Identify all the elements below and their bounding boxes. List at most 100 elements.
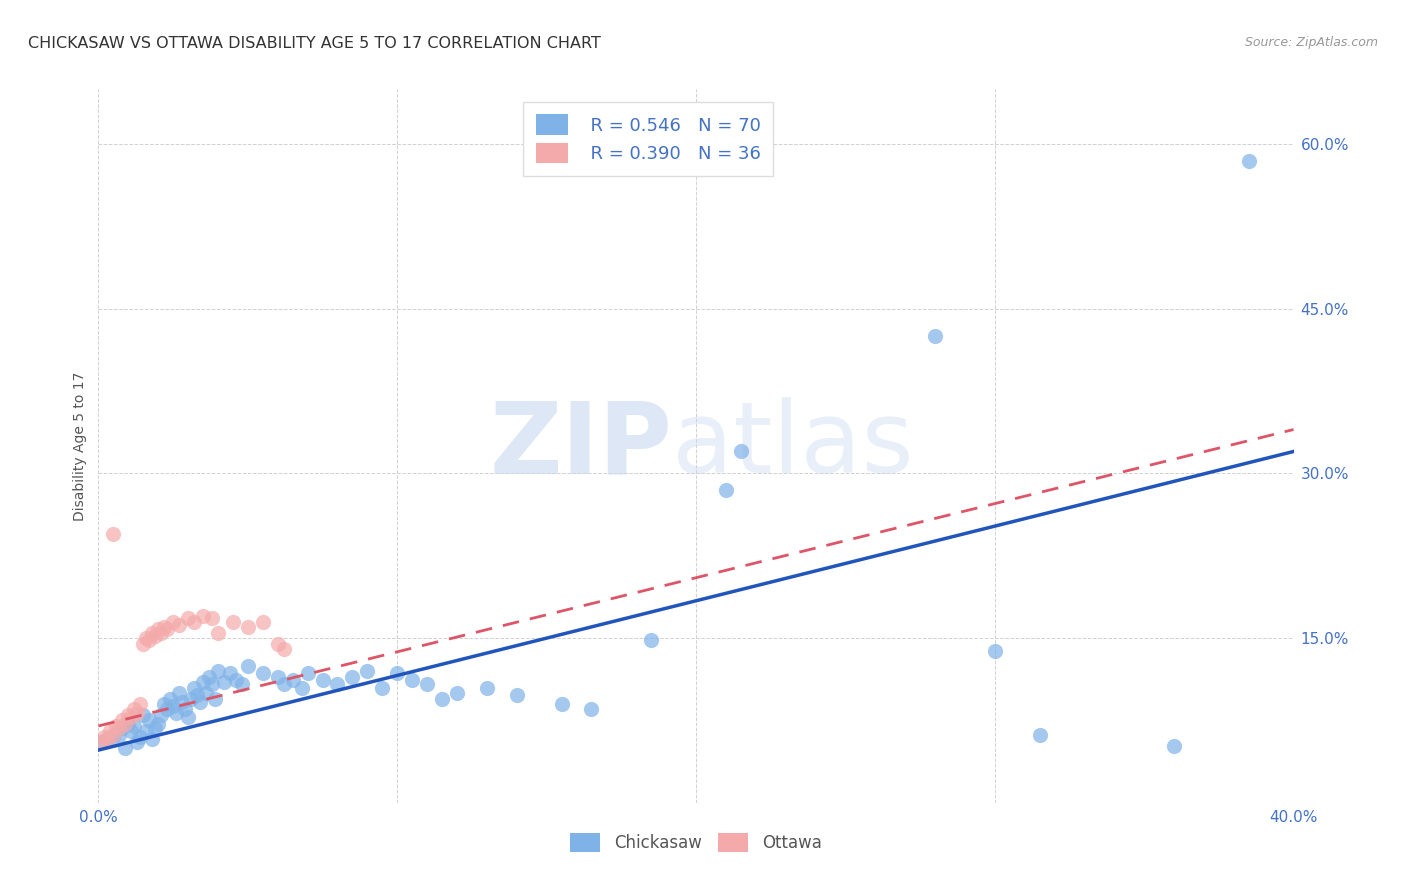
Point [201, 611, 224, 625]
Point [297, 666, 319, 681]
Point [446, 686, 468, 700]
Point [165, 706, 187, 720]
Point [138, 633, 160, 648]
Point [174, 702, 197, 716]
Point [212, 675, 235, 690]
Point [117, 716, 139, 731]
Point [180, 691, 202, 706]
Point [93, 730, 115, 744]
Legend: Chickasaw, Ottawa: Chickasaw, Ottawa [564, 826, 828, 859]
Point [191, 675, 214, 690]
Point [162, 615, 184, 629]
Point [201, 677, 224, 691]
Point [96, 732, 118, 747]
Point [1237, 153, 1260, 168]
Point [506, 688, 529, 702]
Point [117, 708, 139, 723]
Point [730, 444, 752, 458]
Point [120, 724, 142, 739]
Point [127, 706, 149, 720]
Text: ZIP: ZIP [489, 398, 672, 494]
Point [236, 658, 259, 673]
Point [204, 691, 226, 706]
Point [273, 677, 295, 691]
Point [141, 625, 163, 640]
Point [371, 681, 394, 695]
Point [416, 677, 439, 691]
Point [177, 710, 200, 724]
Point [108, 728, 131, 742]
Point [172, 695, 194, 709]
Point [162, 699, 184, 714]
Point [141, 732, 163, 747]
Point [127, 735, 149, 749]
Text: CHICKASAW VS OTTAWA DISABILITY AGE 5 TO 17 CORRELATION CHART: CHICKASAW VS OTTAWA DISABILITY AGE 5 TO … [28, 36, 600, 51]
Point [159, 691, 181, 706]
Point [167, 618, 190, 632]
Point [326, 677, 349, 691]
Point [236, 620, 259, 634]
Point [198, 669, 221, 683]
Point [356, 664, 378, 678]
Point [156, 702, 179, 716]
Point [103, 526, 125, 541]
Point [225, 673, 247, 687]
Point [114, 740, 136, 755]
Point [90, 735, 112, 749]
Point [291, 681, 314, 695]
Point [640, 633, 662, 648]
Point [207, 625, 229, 640]
Point [401, 673, 423, 687]
Point [984, 644, 1007, 658]
Point [281, 673, 304, 687]
Point [252, 615, 274, 629]
Point [114, 716, 136, 731]
Point [132, 708, 155, 723]
Point [153, 697, 176, 711]
Point [129, 697, 152, 711]
Point [90, 735, 112, 749]
Point [111, 714, 134, 728]
Point [183, 615, 205, 629]
Point [132, 637, 155, 651]
Point [191, 609, 214, 624]
Point [183, 681, 205, 695]
Point [207, 664, 229, 678]
Point [124, 719, 146, 733]
Point [156, 623, 179, 637]
Point [342, 669, 364, 683]
Point [311, 673, 333, 687]
Point [186, 688, 208, 702]
Text: Source: ZipAtlas.com: Source: ZipAtlas.com [1244, 36, 1378, 49]
Point [150, 625, 173, 640]
Point [103, 728, 125, 742]
Point [714, 483, 737, 497]
Point [148, 716, 170, 731]
Point [167, 686, 190, 700]
Point [430, 691, 453, 706]
Point [148, 623, 170, 637]
Y-axis label: Disability Age 5 to 17: Disability Age 5 to 17 [73, 371, 87, 521]
Point [143, 721, 166, 735]
Point [138, 714, 160, 728]
Point [120, 710, 142, 724]
Point [111, 721, 134, 735]
Point [219, 666, 242, 681]
Point [475, 681, 498, 695]
Point [153, 620, 176, 634]
Point [105, 719, 128, 733]
Point [188, 695, 211, 709]
Point [550, 697, 572, 711]
Point [1028, 728, 1050, 742]
Point [252, 666, 274, 681]
Point [267, 669, 290, 683]
Point [924, 329, 946, 343]
Point [267, 637, 290, 651]
Point [135, 724, 157, 739]
Point [124, 702, 146, 716]
Point [150, 708, 173, 723]
Point [135, 631, 157, 645]
Point [385, 666, 409, 681]
Point [98, 724, 122, 739]
Point [108, 721, 131, 735]
